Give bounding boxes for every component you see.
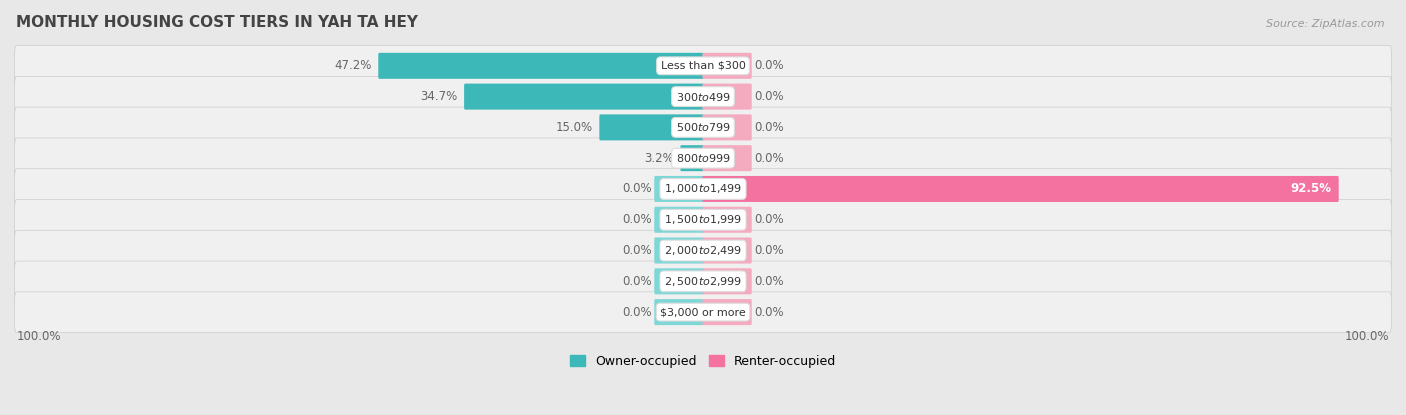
FancyBboxPatch shape <box>14 107 1392 148</box>
FancyBboxPatch shape <box>14 46 1392 86</box>
FancyBboxPatch shape <box>703 207 752 233</box>
Text: Less than $300: Less than $300 <box>661 61 745 71</box>
FancyBboxPatch shape <box>703 145 752 171</box>
Text: 0.0%: 0.0% <box>755 305 785 319</box>
Text: 47.2%: 47.2% <box>335 59 373 72</box>
Text: $800 to $999: $800 to $999 <box>675 152 731 164</box>
FancyBboxPatch shape <box>654 207 703 233</box>
Text: $2,500 to $2,999: $2,500 to $2,999 <box>664 275 742 288</box>
Text: $500 to $799: $500 to $799 <box>675 122 731 133</box>
Text: 0.0%: 0.0% <box>621 213 651 226</box>
Text: 0.0%: 0.0% <box>755 151 785 165</box>
Text: 0.0%: 0.0% <box>755 90 785 103</box>
FancyBboxPatch shape <box>14 138 1392 178</box>
FancyBboxPatch shape <box>654 237 703 264</box>
Text: 0.0%: 0.0% <box>621 244 651 257</box>
Text: MONTHLY HOUSING COST TIERS IN YAH TA HEY: MONTHLY HOUSING COST TIERS IN YAH TA HEY <box>17 15 419 30</box>
FancyBboxPatch shape <box>654 269 703 294</box>
Text: 0.0%: 0.0% <box>755 59 785 72</box>
FancyBboxPatch shape <box>681 145 703 171</box>
FancyBboxPatch shape <box>14 76 1392 117</box>
FancyBboxPatch shape <box>14 200 1392 240</box>
Text: 0.0%: 0.0% <box>621 275 651 288</box>
Text: 100.0%: 100.0% <box>1346 330 1389 343</box>
Text: 0.0%: 0.0% <box>621 183 651 195</box>
Text: 100.0%: 100.0% <box>17 330 60 343</box>
FancyBboxPatch shape <box>14 230 1392 271</box>
Text: 3.2%: 3.2% <box>644 151 673 165</box>
FancyBboxPatch shape <box>14 169 1392 209</box>
Text: 0.0%: 0.0% <box>755 275 785 288</box>
Legend: Owner-occupied, Renter-occupied: Owner-occupied, Renter-occupied <box>565 350 841 373</box>
FancyBboxPatch shape <box>599 115 703 140</box>
FancyBboxPatch shape <box>14 292 1392 332</box>
FancyBboxPatch shape <box>654 176 703 202</box>
Text: 0.0%: 0.0% <box>621 305 651 319</box>
FancyBboxPatch shape <box>14 261 1392 302</box>
FancyBboxPatch shape <box>703 83 752 110</box>
Text: $2,000 to $2,499: $2,000 to $2,499 <box>664 244 742 257</box>
FancyBboxPatch shape <box>703 176 1339 202</box>
FancyBboxPatch shape <box>703 299 752 325</box>
FancyBboxPatch shape <box>378 53 703 79</box>
Text: $300 to $499: $300 to $499 <box>675 90 731 103</box>
FancyBboxPatch shape <box>703 237 752 264</box>
Text: 0.0%: 0.0% <box>755 244 785 257</box>
FancyBboxPatch shape <box>703 269 752 294</box>
FancyBboxPatch shape <box>703 115 752 140</box>
FancyBboxPatch shape <box>464 83 703 110</box>
Text: 0.0%: 0.0% <box>755 121 785 134</box>
Text: 0.0%: 0.0% <box>755 213 785 226</box>
Text: $1,500 to $1,999: $1,500 to $1,999 <box>664 213 742 226</box>
FancyBboxPatch shape <box>654 299 703 325</box>
FancyBboxPatch shape <box>703 53 752 79</box>
Text: 15.0%: 15.0% <box>555 121 593 134</box>
Text: Source: ZipAtlas.com: Source: ZipAtlas.com <box>1267 19 1385 29</box>
Text: 92.5%: 92.5% <box>1291 183 1331 195</box>
Text: 34.7%: 34.7% <box>420 90 458 103</box>
Text: $3,000 or more: $3,000 or more <box>661 307 745 317</box>
Text: $1,000 to $1,499: $1,000 to $1,499 <box>664 183 742 195</box>
